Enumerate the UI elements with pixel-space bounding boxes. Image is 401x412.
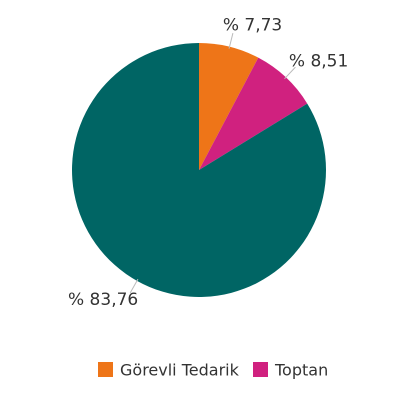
pie-slice: [72, 43, 327, 298]
data-label: % 83,76: [68, 290, 138, 310]
data-label: % 7,73: [223, 15, 282, 35]
leader-line: [228, 33, 234, 49]
legend-label: Görevli Tedarik: [120, 361, 240, 380]
leader-line: [129, 278, 139, 294]
pie-slice: [199, 57, 308, 170]
data-label: % 8,51: [289, 51, 348, 71]
legend-label: Toptan: [274, 361, 328, 380]
legend-swatch: [98, 362, 113, 377]
leader-line: [284, 66, 296, 80]
legend-swatch: [253, 362, 268, 377]
pie-slice: [199, 43, 259, 170]
